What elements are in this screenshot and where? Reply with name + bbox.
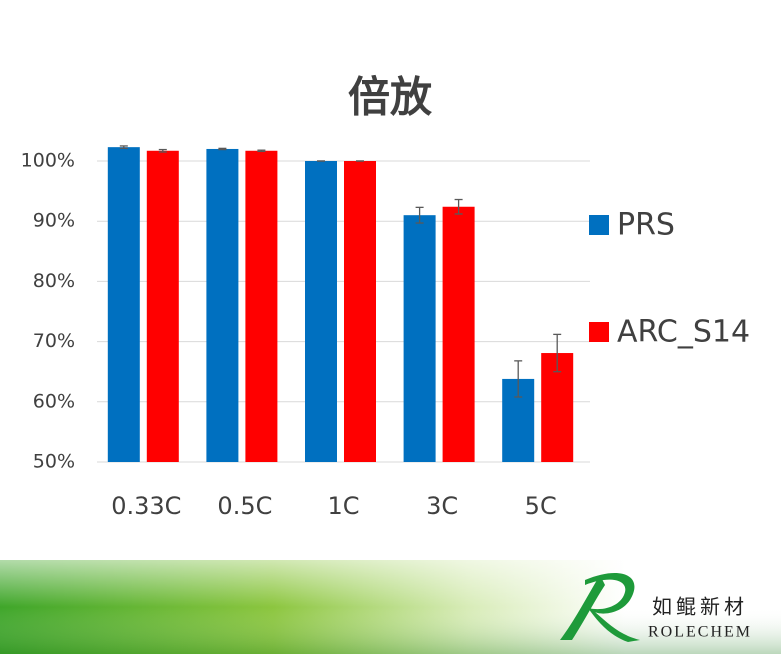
error-bar <box>257 149 266 153</box>
error-bar <box>454 198 463 215</box>
y-tick-label: 80% <box>33 270 75 292</box>
legend-label: ARC_S14 <box>617 315 750 350</box>
x-tick-label: 0.33C <box>111 492 181 520</box>
y-tick-label: 100% <box>21 150 75 172</box>
y-tick-label: 70% <box>33 330 75 352</box>
legend-swatch <box>589 215 609 235</box>
logo-mark <box>560 575 605 640</box>
bar <box>403 215 436 462</box>
chart-title: 倍放 <box>348 73 432 122</box>
error-bar <box>218 147 227 151</box>
bar <box>442 206 475 462</box>
x-tick-label: 3C <box>426 492 458 520</box>
y-tick-label: 50% <box>33 451 75 473</box>
legend-label: PRS <box>617 208 675 243</box>
x-tick-label: 1C <box>327 492 359 520</box>
y-tick-label: 90% <box>33 210 75 232</box>
legend-swatch <box>589 322 609 342</box>
error-bar <box>553 333 562 373</box>
logo <box>560 572 640 642</box>
error-bar <box>119 145 128 150</box>
bar <box>206 148 239 462</box>
x-tick-label: 0.5C <box>217 492 272 520</box>
bar <box>245 150 278 463</box>
logo-brand: ROLECHEM <box>648 624 752 641</box>
x-tick-label: 5C <box>525 492 557 520</box>
y-tick-label: 60% <box>33 390 75 412</box>
logo-name: 如鲲新材 <box>652 595 748 619</box>
bar <box>305 161 337 462</box>
bar <box>344 161 376 462</box>
error-bar <box>158 148 167 153</box>
error-bar <box>514 360 523 398</box>
logo-mark <box>585 572 640 642</box>
footer-shade <box>0 560 781 654</box>
bar <box>107 147 140 463</box>
error-bar <box>415 206 424 224</box>
bar <box>146 150 179 463</box>
